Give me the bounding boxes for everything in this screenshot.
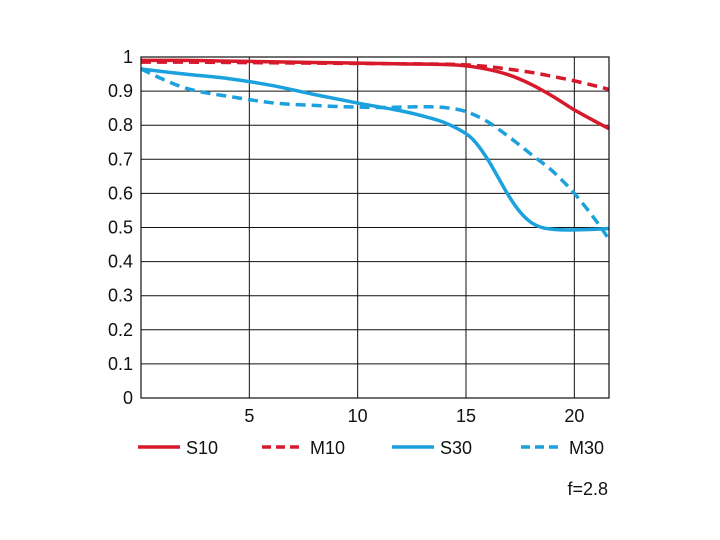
y-tick-label: 0.8 [108, 115, 133, 135]
x-tick-label: 5 [244, 406, 254, 426]
x-tick-label: 20 [564, 406, 584, 426]
y-tick-label: 0.9 [108, 81, 133, 101]
x-tick-label: 15 [456, 406, 476, 426]
y-tick-label: 0 [123, 388, 133, 408]
aperture-annotation: f=2.8 [567, 479, 608, 499]
y-tick-label: 0.5 [108, 218, 133, 238]
y-tick-label: 1 [123, 47, 133, 67]
y-axis-tick-labels: 0 0.1 0.2 0.3 0.4 0.5 0.6 0.7 0.8 0.9 1 [108, 47, 133, 408]
x-tick-label: 10 [348, 406, 368, 426]
series-line-m30 [140, 67, 611, 241]
plot-frame [140, 56, 610, 399]
legend-label-m10: M10 [310, 438, 345, 458]
series-line-m10 [140, 60, 610, 92]
series-line-s10 [140, 58, 610, 131]
series-layer [140, 58, 611, 241]
legend-label-s30: S30 [440, 438, 472, 458]
y-tick-label: 0.6 [108, 183, 133, 203]
y-tick-label: 0.4 [108, 252, 133, 272]
series-line-s30 [140, 67, 610, 232]
x-axis-tick-labels: 5 10 15 20 [244, 406, 584, 426]
legend: S10 M10 S30 M30 [138, 438, 604, 458]
y-tick-label: 0.1 [108, 354, 133, 374]
y-tick-label: 0.2 [108, 320, 133, 340]
legend-label-m30: M30 [569, 438, 604, 458]
legend-label-s10: S10 [186, 438, 218, 458]
y-tick-label: 0.3 [108, 286, 133, 306]
y-tick-label: 0.7 [108, 149, 133, 169]
